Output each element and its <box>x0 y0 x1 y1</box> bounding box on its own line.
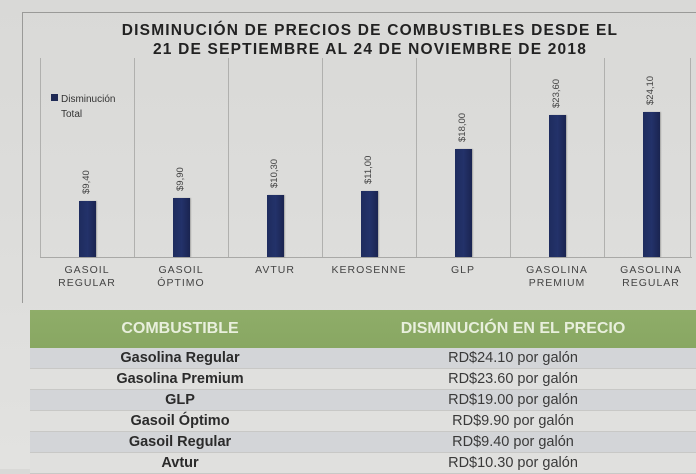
data-label: $24,10 <box>645 75 656 105</box>
data-label: $11,00 <box>363 155 374 184</box>
category-label-line-1: GASOIL <box>64 264 110 276</box>
fuel-name: Gasolina Regular <box>120 350 240 366</box>
chart-title-line-1: DISMINUCIÓN DE PRECIOS DE COMBUSTIBLES D… <box>121 22 619 39</box>
legend-swatch-icon <box>51 94 58 101</box>
bar <box>455 149 472 257</box>
price-decrease: RD$19.00 por galón <box>448 392 578 408</box>
gridline <box>40 58 41 257</box>
price-decrease: RD$9.40 por galón <box>452 434 574 450</box>
data-label: $10,30 <box>269 158 280 188</box>
category-label: AVTUR <box>228 264 322 277</box>
data-label: $9,40 <box>81 170 92 194</box>
table-row: Gasolina Premium RD$23.60 por galón <box>30 369 696 390</box>
bar <box>173 198 190 257</box>
bar <box>267 195 284 257</box>
data-label: $9,90 <box>175 167 186 191</box>
table-row: Avtur RD$10.30 por galón <box>30 453 696 474</box>
chart-legend: Disminución Total <box>51 92 115 122</box>
chart-title-line-2: 21 DE SEPTIEMBRE AL 24 DE NOVIEMBRE DE 2… <box>152 41 588 58</box>
category-label: GLP <box>416 264 510 277</box>
table-row: Gasolina Regular RD$24.10 por galón <box>30 348 696 369</box>
chart-title: DISMINUCIÓN DE PRECIOS DE COMBUSTIBLES D… <box>60 21 680 59</box>
category-label-line-1: GASOIL <box>158 264 204 276</box>
category-label: GASOLINA REGULAR <box>604 264 696 290</box>
table-row: Gasoil Óptimo RD$9.90 por galón <box>30 411 696 432</box>
category-label-line-1: KEROSENNE <box>331 264 407 276</box>
category-label-line-2: PREMIUM <box>528 277 586 289</box>
bar <box>79 201 96 257</box>
gridline <box>690 58 691 257</box>
table-row: Gasoil Regular RD$9.40 por galón <box>30 432 696 453</box>
gridline <box>510 58 511 257</box>
price-table: COMBUSTIBLE DISMINUCIÓN EN EL PRECIO Gas… <box>30 310 696 474</box>
category-label: GASOIL REGULAR <box>40 264 134 290</box>
legend-label: Disminución <box>61 94 116 105</box>
table-header: COMBUSTIBLE DISMINUCIÓN EN EL PRECIO <box>30 310 696 348</box>
data-label: $23,60 <box>551 78 562 108</box>
gridline <box>322 58 323 257</box>
fuel-name: Gasolina Premium <box>116 371 244 387</box>
fuel-name: Gasoil Óptimo <box>130 413 230 429</box>
legend-label-line-2: Total <box>61 109 83 120</box>
bar <box>643 112 660 257</box>
data-label: $18,00 <box>457 112 468 142</box>
category-label: GASOLINA PREMIUM <box>510 264 604 290</box>
price-decrease: RD$24.10 por galón <box>448 350 578 366</box>
table-row: GLP RD$19.00 por galón <box>30 390 696 411</box>
category-label-line-2: REGULAR <box>622 277 680 289</box>
gridline <box>228 58 229 257</box>
price-decrease: RD$10.30 por galón <box>448 455 578 471</box>
category-label: GASOIL ÓPTIMO <box>134 264 228 290</box>
gridline <box>416 58 417 257</box>
gridline <box>604 58 605 257</box>
category-label: KEROSENNE <box>322 264 416 277</box>
category-label-line-1: GASOLINA <box>526 264 588 276</box>
header-disminucion: DISMINUCIÓN EN EL PRECIO <box>400 320 626 337</box>
category-label-line-2: ÓPTIMO <box>157 277 205 289</box>
fuel-name: GLP <box>165 392 195 408</box>
category-label-line-1: GASOLINA <box>620 264 682 276</box>
price-decrease: RD$9.90 por galón <box>452 413 574 429</box>
category-label-line-1: GLP <box>450 264 475 276</box>
bar <box>361 191 378 257</box>
fuel-name: Gasoil Regular <box>128 434 232 450</box>
price-decrease: RD$23.60 por galón <box>448 371 578 387</box>
header-combustible: COMBUSTIBLE <box>121 320 239 337</box>
fuel-name: Avtur <box>161 455 199 471</box>
plot-area: $9,40 $9,90 $10,30 $11,00 $18,00 $23,60 $24,10 <box>40 58 692 258</box>
category-label-line-1: AVTUR <box>255 264 295 276</box>
bar <box>549 115 566 257</box>
table-body: Gasolina Regular RD$24.10 por galón Gasol… <box>30 348 696 474</box>
chart-frame <box>22 12 696 303</box>
category-label-line-2: REGULAR <box>58 277 116 289</box>
gridline <box>134 58 135 257</box>
